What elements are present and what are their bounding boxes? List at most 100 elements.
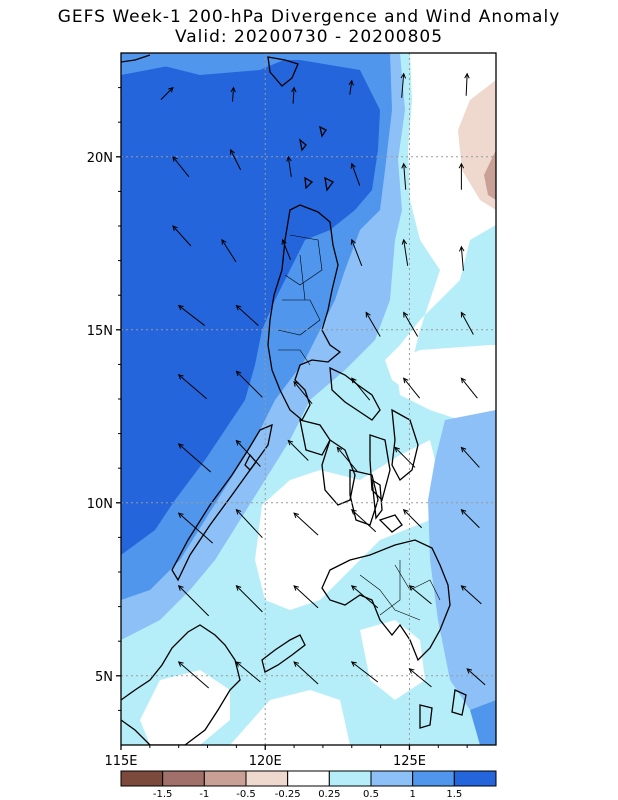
border-3 — [278, 349, 311, 366]
color-bar-swatch — [120, 770, 164, 787]
wind-arrow — [408, 668, 432, 688]
wind-arrow — [293, 380, 313, 405]
wind-arrow — [177, 512, 214, 544]
shade-medium-blue-east — [428, 410, 496, 710]
wind-arrow — [350, 585, 379, 609]
island-babuyan-2 — [324, 176, 334, 192]
border-5 — [394, 564, 441, 601]
wind-arrow — [408, 585, 432, 605]
color-bar: -1.5 -1 -0.5 -0.25 0.25 0.5 1 1.5 — [120, 770, 497, 800]
color-bar-swatch — [453, 770, 497, 787]
wind-arrow — [172, 155, 190, 178]
color-bar-swatch — [328, 770, 372, 787]
color-bar-label: 1 — [409, 789, 415, 800]
wind-arrow — [401, 162, 407, 190]
island-morotai — [451, 689, 467, 716]
island-batanes-2 — [319, 125, 327, 138]
wind-arrow — [177, 304, 205, 326]
wind-arrow — [350, 238, 363, 267]
wind-arrow — [400, 72, 407, 98]
axes: 5N 10N 15N 20N 115E 120E 125E — [87, 87, 468, 769]
wind-arrow — [293, 512, 319, 536]
border-4 — [299, 254, 306, 301]
coastlines — [121, 54, 467, 745]
color-bar-label: 0.5 — [363, 789, 379, 800]
coast-luzon — [267, 204, 342, 422]
wind-arrow — [403, 311, 419, 337]
wind-arrow — [348, 79, 354, 95]
wind-arrow — [235, 370, 263, 398]
shade-white-south — [360, 620, 425, 700]
color-bar-swatch — [370, 770, 414, 787]
lon-tick-label: 125E — [393, 754, 426, 769]
wind-arrow — [235, 439, 261, 467]
wind-arrow — [172, 225, 192, 247]
color-bar-label: 0.25 — [318, 789, 340, 800]
coast-borneo — [121, 624, 241, 745]
wind-arrow — [336, 446, 358, 472]
shade-dark-blue — [121, 60, 380, 555]
province-borders — [277, 234, 441, 621]
shade-white-bottom — [230, 690, 350, 745]
lat-tick-label: 15N — [87, 324, 113, 339]
wind-arrow — [401, 238, 409, 266]
coast-mindoro — [299, 419, 331, 456]
wind-arrow — [281, 238, 292, 261]
color-bar-label: 1.5 — [446, 789, 462, 800]
wind-arrow — [351, 377, 371, 401]
island-batanes — [299, 138, 307, 152]
title-line-2: Valid: 20200730 - 20200805 — [174, 27, 444, 47]
shade-white-east-2 — [395, 345, 496, 420]
coast-china — [121, 54, 151, 63]
wind-arrow — [291, 86, 297, 104]
wind-arrow — [235, 508, 263, 539]
color-bar-label: -0.5 — [236, 789, 256, 800]
color-bar-swatch — [203, 770, 247, 787]
wind-arrow — [286, 155, 292, 177]
wind-arrow — [177, 585, 210, 617]
wind-arrow — [464, 72, 470, 96]
wind-arrow — [350, 508, 377, 533]
wind-arrow — [403, 377, 421, 399]
shade-blue-north — [140, 53, 300, 75]
coast-negros — [349, 469, 379, 526]
color-bar-swatch — [287, 770, 330, 787]
coast-taiwan — [267, 56, 299, 87]
island-babuyan — [304, 176, 314, 190]
island-talaud — [419, 704, 433, 729]
wind-arrow — [160, 86, 174, 100]
wind-arrow — [460, 377, 478, 399]
wind-arrow — [230, 86, 236, 102]
coast-leyte — [369, 434, 391, 502]
wind-arrow — [350, 661, 379, 683]
coast-cebu — [371, 478, 383, 520]
grid-lines — [121, 53, 496, 745]
coast-samar-area — [329, 366, 381, 421]
color-bar-label: -1 — [199, 789, 209, 800]
color-bar-swatch — [162, 770, 205, 787]
coast-mindanao — [321, 539, 451, 662]
color-bar-label: -0.25 — [275, 789, 301, 800]
wind-vectors — [160, 72, 486, 689]
border-2 — [277, 299, 321, 336]
coast-bohol — [378, 514, 403, 533]
wind-arrow — [365, 311, 381, 337]
wind-arrow — [458, 162, 465, 190]
coast-panay — [321, 438, 356, 506]
lat-tick-label: 20N — [87, 151, 113, 166]
island-sulu — [261, 634, 306, 673]
wind-arrow — [402, 508, 423, 529]
wind-arrow — [460, 311, 474, 335]
wind-arrow — [460, 446, 480, 468]
coast-samar — [391, 408, 419, 482]
lat-tick-label: 10N — [87, 497, 113, 512]
wind-arrow — [230, 148, 242, 171]
border-7 — [379, 560, 401, 616]
wind-arrow — [177, 443, 212, 473]
wind-arrow — [293, 661, 319, 685]
wind-arrow — [460, 585, 482, 605]
wind-arrow — [221, 238, 237, 263]
wind-arrow — [287, 439, 309, 461]
wind-arrow — [394, 446, 416, 468]
